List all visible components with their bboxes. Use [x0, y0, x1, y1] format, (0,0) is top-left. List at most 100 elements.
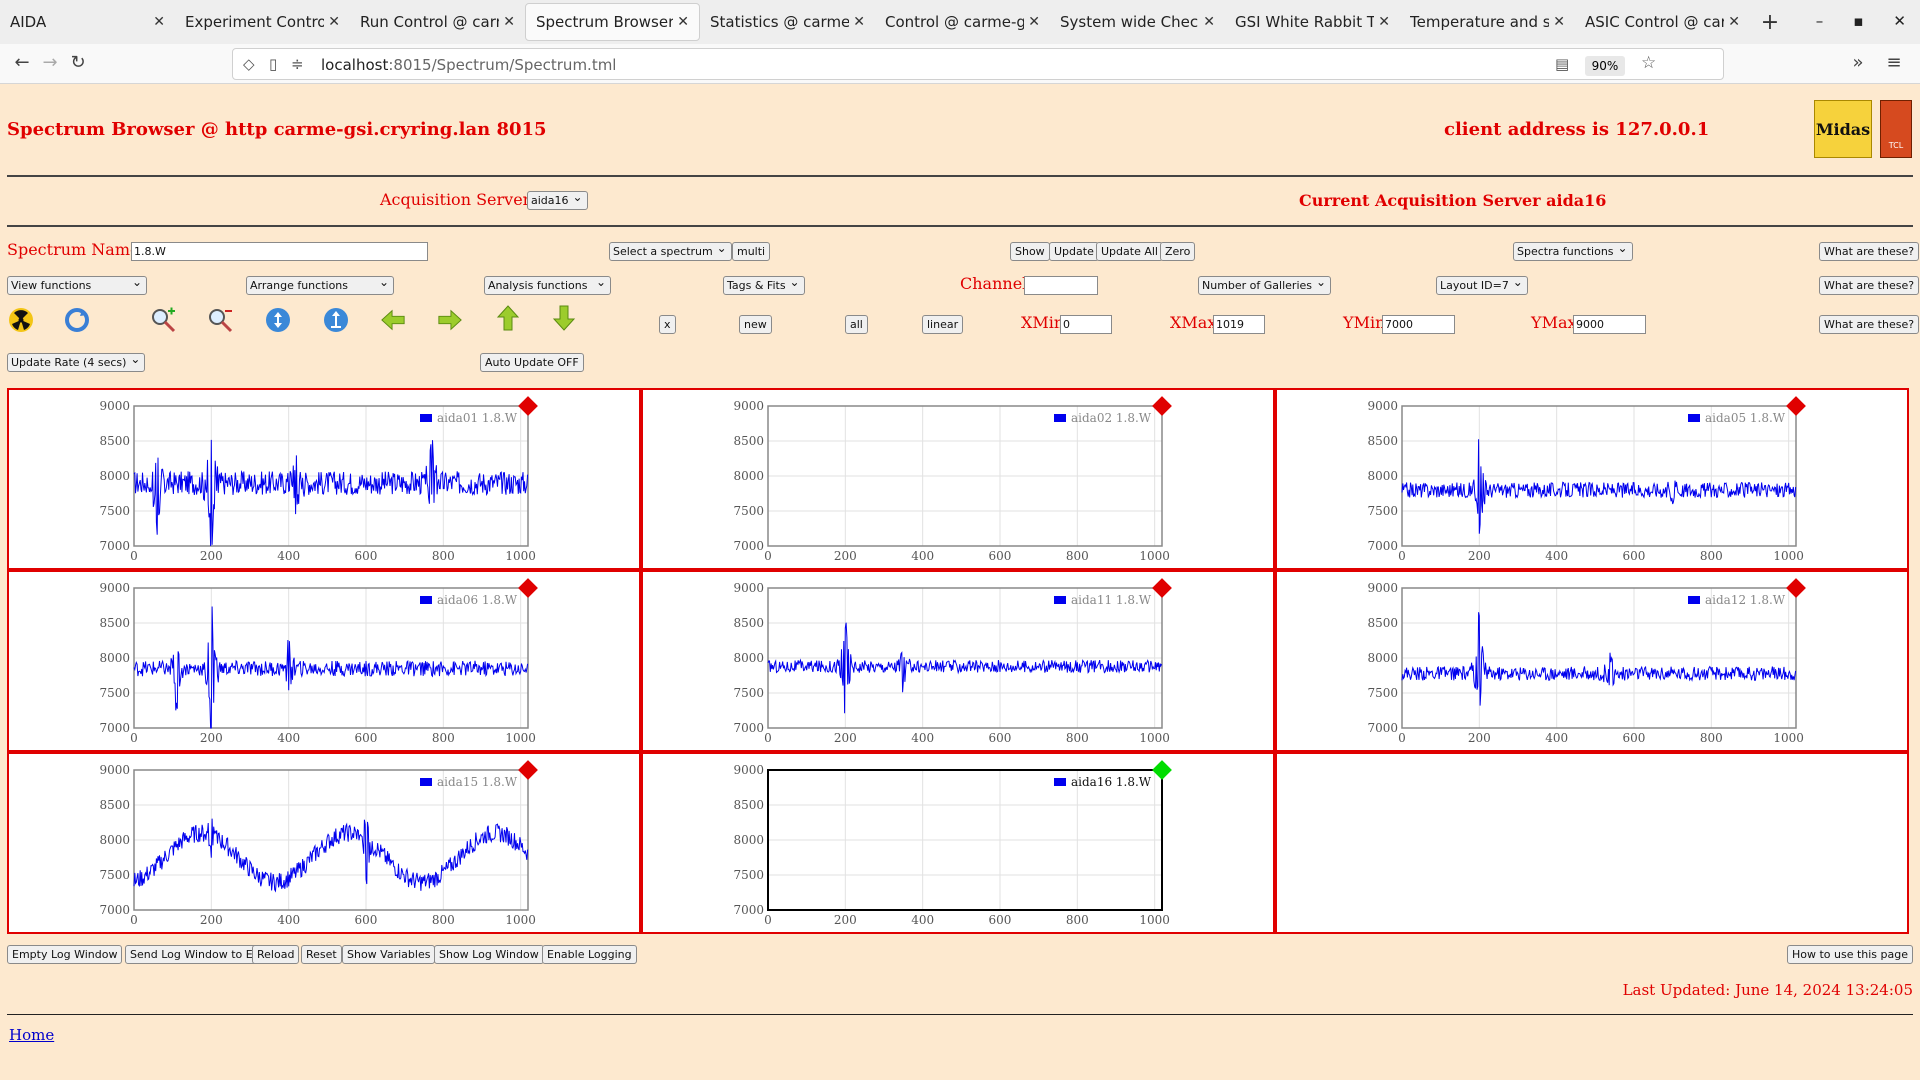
x-tick-label: 1000 — [1139, 913, 1170, 927]
spectrum-cell[interactable]: 7000 7500 8000 8500 9000 0 200 400 600 800 1000 aid… — [7, 752, 641, 934]
browser-tab[interactable]: Temperature and stat✕ — [1400, 3, 1575, 41]
view-functions-dropdown[interactable]: View functions — [7, 274, 147, 295]
reload-icon[interactable]: ↻ — [70, 52, 86, 73]
browser-tab[interactable]: Statistics @ carme-g✕ — [700, 3, 875, 41]
close-tab-icon[interactable]: ✕ — [853, 14, 865, 30]
close-tab-icon[interactable]: ✕ — [1028, 14, 1040, 30]
update-button[interactable]: Update — [1049, 242, 1099, 261]
show-button[interactable]: Show — [1010, 242, 1050, 261]
site-settings-icon[interactable]: ≑ — [291, 55, 304, 73]
log-button[interactable]: Reset — [301, 945, 342, 964]
update-all-button[interactable]: Update All — [1096, 242, 1163, 261]
log-button[interactable]: Reload — [252, 945, 300, 964]
zoom-out-icon[interactable] — [207, 307, 233, 333]
all-button[interactable]: all — [845, 315, 868, 334]
auto-update-button[interactable]: Auto Update OFF — [480, 353, 584, 372]
url-bar[interactable]: ◇ ▯ ≑ localhost:8015/Spectrum/Spectrum.t… — [232, 48, 1724, 80]
close-window-icon[interactable]: ✕ — [1893, 12, 1906, 30]
channel-input[interactable] — [1024, 276, 1098, 295]
browser-tab[interactable]: Run Control @ carme✕ — [350, 3, 525, 41]
close-tab-icon[interactable]: ✕ — [153, 14, 165, 30]
home-link[interactable]: Home — [9, 1026, 55, 1044]
down-arrow-icon[interactable] — [551, 305, 577, 331]
what-are-these-button[interactable]: What are these? — [1819, 315, 1920, 334]
browser-tab[interactable]: GSI White Rabbit Tim✕ — [1225, 3, 1400, 41]
zero-button[interactable]: Zero — [1160, 242, 1196, 261]
close-tab-icon[interactable]: ✕ — [1728, 14, 1740, 30]
number-of-galleries-dropdown[interactable]: Number of Galleries — [1198, 274, 1332, 295]
shield-icon[interactable]: ◇ — [243, 55, 255, 73]
x-tick-label: 200 — [834, 731, 857, 745]
right-arrow-icon[interactable] — [437, 307, 463, 333]
update-rate-dropdown[interactable]: Update Rate (4 secs) — [7, 351, 146, 372]
server-select[interactable]: aida16 — [527, 189, 588, 210]
new-button[interactable]: new — [739, 315, 772, 334]
zoom-level[interactable]: 90% — [1585, 56, 1625, 76]
spectra-functions-dropdown[interactable]: Spectra functions — [1513, 240, 1633, 261]
log-button[interactable]: Enable Logging — [542, 945, 637, 964]
how-to-use-button[interactable]: How to use this page — [1786, 945, 1913, 964]
page-icon[interactable]: ▯ — [269, 55, 278, 73]
spectrum-name-input[interactable]: 1.8.W — [131, 242, 428, 261]
browser-tab[interactable]: ASIC Control @ carm✕ — [1575, 3, 1750, 41]
back-arrow-icon[interactable]: ← — [14, 52, 30, 73]
forward-arrow-icon[interactable]: → — [42, 52, 58, 73]
tcl-logo: TCL — [1880, 100, 1912, 158]
what-are-these-button[interactable]: What are these? — [1819, 276, 1920, 295]
spectrum-cell[interactable]: 7000 7500 8000 8500 9000 0 200 400 600 800 1000 aid… — [7, 570, 641, 752]
zoom-in-icon[interactable] — [150, 307, 176, 333]
url-text[interactable]: localhost:8015/Spectrum/Spectrum.tml — [321, 56, 616, 74]
spectrum-cell[interactable]: 7000 7500 8000 8500 9000 0 200 400 600 800 1000 aid… — [7, 388, 641, 570]
new-tab-button[interactable]: + — [1760, 9, 1780, 35]
browser-tab[interactable]: Control @ carme-gsi ✕ — [875, 3, 1050, 41]
maximize-icon[interactable]: ▪ — [1853, 12, 1864, 30]
close-tab-icon[interactable]: ✕ — [1553, 14, 1565, 30]
ymax-input[interactable]: 9000 — [1573, 315, 1646, 334]
linear-button[interactable]: linear — [922, 315, 964, 334]
browser-tab[interactable]: Experiment Control @✕ — [175, 3, 350, 41]
arrange-functions-dropdown[interactable]: Arrange functions — [246, 274, 394, 295]
log-button[interactable]: Show Log Window — [434, 945, 544, 964]
xmin-input[interactable]: 0 — [1060, 315, 1112, 334]
close-tab-icon[interactable]: ✕ — [328, 14, 340, 30]
spectrum-cell[interactable]: 7000 7500 8000 8500 9000 0 200 400 600 800 1000 aid… — [641, 388, 1275, 570]
tags-fits-dropdown[interactable]: Tags & Fits — [723, 274, 805, 295]
up-arrow-icon[interactable] — [495, 305, 521, 331]
ymin-input[interactable]: 7000 — [1382, 315, 1455, 334]
y-tick-label: 8500 — [1367, 434, 1398, 448]
log-button[interactable]: Empty Log Window — [7, 945, 123, 964]
y-tick-label: 8000 — [99, 833, 130, 847]
layout-id-dropdown[interactable]: Layout ID=7 — [1436, 274, 1528, 295]
close-tab-icon[interactable]: ✕ — [677, 14, 689, 30]
overflow-chevron-icon[interactable]: » — [1852, 52, 1864, 73]
xmax-input[interactable]: 1019 — [1213, 315, 1265, 334]
close-tab-icon[interactable]: ✕ — [1203, 14, 1215, 30]
spectrum-cell[interactable]: 7000 7500 8000 8500 9000 0 200 400 600 800 1000 aid… — [641, 570, 1275, 752]
y-tick-label: 8500 — [733, 616, 764, 630]
x-tick-label: 0 — [130, 731, 138, 745]
spectrum-cell[interactable]: 7000 7500 8000 8500 9000 0 200 400 600 800 1000 aid… — [1275, 388, 1909, 570]
select-spectrum-dropdown[interactable]: Select a spectrum — [609, 240, 732, 261]
log-button[interactable]: Show Variables — [342, 945, 436, 964]
reader-mode-icon[interactable]: ▤ — [1555, 55, 1570, 73]
compress-vertical-icon[interactable] — [323, 307, 349, 333]
tab-label: Statistics @ carme-g — [710, 13, 850, 31]
radiation-icon[interactable] — [8, 307, 34, 333]
refresh-icon[interactable] — [64, 307, 90, 333]
browser-tab[interactable]: AIDA ✕ — [0, 3, 175, 41]
browser-tab[interactable]: Spectrum Browser @✕ — [525, 3, 700, 41]
x-button[interactable]: x — [659, 315, 676, 334]
expand-vertical-icon[interactable] — [265, 307, 291, 333]
browser-tab[interactable]: System wide Checks ✕ — [1050, 3, 1225, 41]
close-tab-icon[interactable]: ✕ — [1378, 14, 1390, 30]
multi-button[interactable]: multi — [732, 242, 771, 261]
bookmark-star-icon[interactable]: ☆ — [1641, 53, 1657, 73]
what-are-these-button[interactable]: What are these? — [1819, 242, 1920, 261]
left-arrow-icon[interactable] — [380, 307, 406, 333]
spectrum-cell[interactable]: 7000 7500 8000 8500 9000 0 200 400 600 800 1000 aid… — [1275, 570, 1909, 752]
minimize-icon[interactable]: – — [1815, 12, 1824, 30]
close-tab-icon[interactable]: ✕ — [503, 14, 515, 30]
analysis-functions-dropdown[interactable]: Analysis functions — [484, 274, 611, 295]
spectrum-cell[interactable]: 7000 7500 8000 8500 9000 0 200 400 600 800 1000 aid… — [641, 752, 1275, 934]
menu-icon[interactable]: ≡ — [1886, 52, 1902, 73]
